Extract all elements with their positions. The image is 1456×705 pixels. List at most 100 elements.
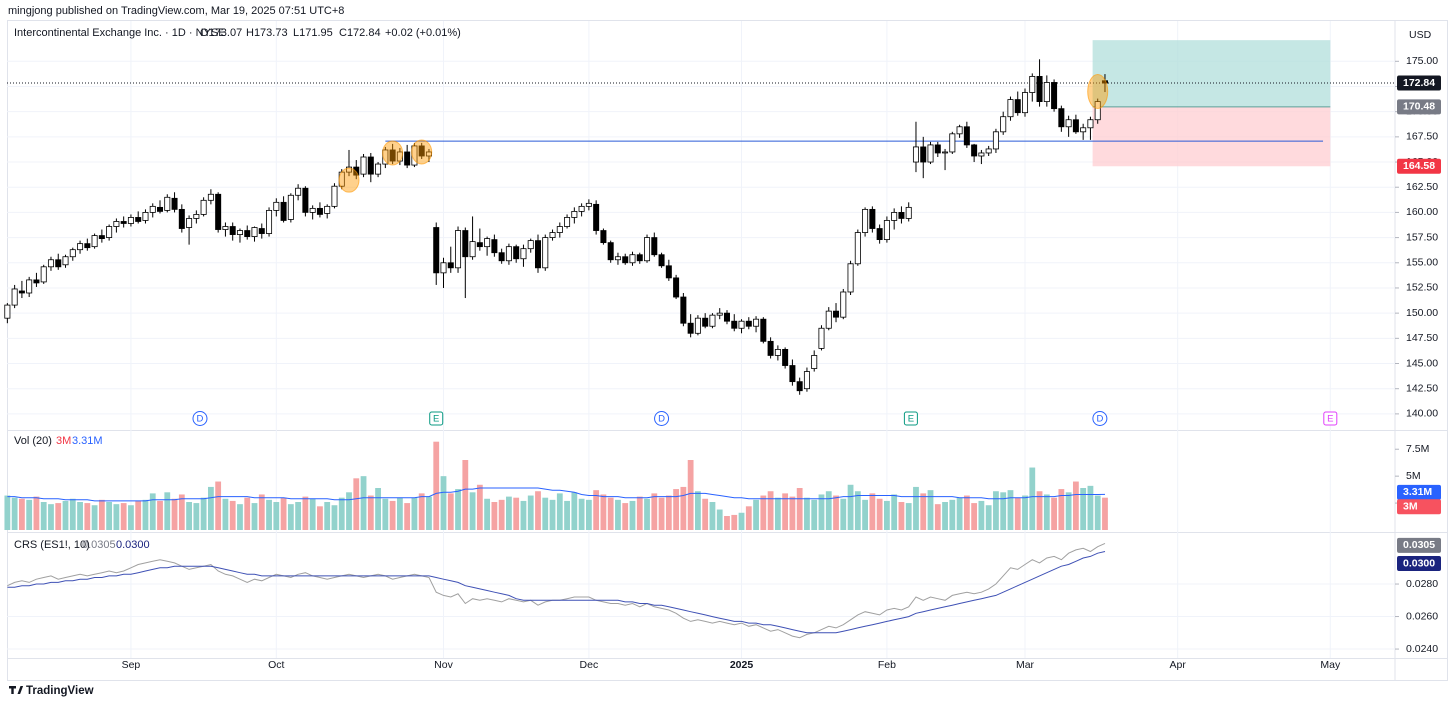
last-price-tag: 172.84 xyxy=(1403,77,1435,89)
event-label: E xyxy=(1327,414,1333,425)
candle-body xyxy=(796,381,803,392)
y-tick-label: 0.0280 xyxy=(1406,578,1438,590)
y-tick-label: 157.50 xyxy=(1406,231,1438,243)
profit-zone xyxy=(1092,40,1331,107)
volume-bar xyxy=(978,500,985,530)
volume-bar xyxy=(222,498,229,530)
highlight xyxy=(411,139,433,165)
volume-bar xyxy=(1080,488,1087,530)
candle-body xyxy=(1087,119,1094,129)
candle-body xyxy=(178,208,185,229)
candle-body xyxy=(1029,76,1036,93)
volume-bar xyxy=(767,491,774,530)
volume-bar xyxy=(280,497,287,530)
candle-body xyxy=(55,259,62,268)
candle-body xyxy=(891,212,898,221)
volume-bar xyxy=(542,497,549,530)
candle-body xyxy=(1058,108,1065,128)
volume-bar xyxy=(774,497,781,530)
candle-body xyxy=(600,230,607,244)
candle-body xyxy=(62,256,69,266)
candle-body xyxy=(33,279,40,284)
volume-bar xyxy=(862,499,868,530)
stop-tag: 164.58 xyxy=(1403,160,1435,172)
volume-bar xyxy=(382,498,389,530)
volume-bar xyxy=(905,503,912,530)
volume-bar xyxy=(854,491,861,530)
volume-bar xyxy=(571,492,578,530)
candle-body xyxy=(585,202,592,207)
candle-body xyxy=(527,240,534,250)
volume-bar xyxy=(665,495,672,530)
candle-body xyxy=(905,206,912,219)
candle-body xyxy=(404,151,411,166)
candle-body xyxy=(440,262,447,274)
volume-bar xyxy=(4,495,11,530)
volume-bar xyxy=(869,493,876,530)
event-badge xyxy=(654,411,670,426)
volume-bar xyxy=(389,500,396,530)
volume-bar xyxy=(1036,491,1043,530)
last-price-tag-bg xyxy=(1397,75,1441,91)
y-tick-label: 167.50 xyxy=(1406,131,1438,143)
y-tick-label: 147.50 xyxy=(1406,332,1438,344)
candle-body xyxy=(149,205,156,213)
volume-bar xyxy=(186,502,192,530)
x-tick-label: May xyxy=(1320,659,1341,671)
candle-body xyxy=(484,238,491,248)
candle-body xyxy=(455,230,462,269)
volume-bar xyxy=(469,492,476,530)
volume-bar xyxy=(804,497,810,530)
candle-body xyxy=(346,166,353,173)
volume-bar xyxy=(55,503,62,530)
candle-body xyxy=(69,249,76,258)
volume-bar xyxy=(585,499,592,530)
volume-bar xyxy=(178,494,185,530)
candle-body xyxy=(40,266,47,283)
volume-bar xyxy=(404,503,411,530)
volume-bar xyxy=(91,505,98,530)
x-tick-label: Sep xyxy=(122,659,141,671)
volume-bar xyxy=(69,498,76,530)
candle-body xyxy=(745,320,752,327)
y-tick-label: 160.00 xyxy=(1406,206,1438,218)
x-tick-label: Oct xyxy=(268,659,284,671)
candle-body xyxy=(782,349,789,366)
candle-body xyxy=(723,312,730,322)
volume-bar xyxy=(993,491,999,530)
volume-bar xyxy=(171,498,178,530)
y-tick-label: 150.00 xyxy=(1406,307,1438,319)
candle-body xyxy=(106,226,113,238)
x-tick-label: Feb xyxy=(878,659,896,671)
volume-bar xyxy=(949,499,956,530)
volume-bar xyxy=(615,499,621,530)
volume-bar xyxy=(462,460,469,530)
volume-bar xyxy=(498,499,505,530)
candle-body xyxy=(316,207,323,215)
y-tick-label: 152.50 xyxy=(1406,282,1438,294)
y-tick-label: 7.5M xyxy=(1406,443,1429,455)
volume-bar xyxy=(506,496,512,530)
ohlc-value: O173.07 xyxy=(200,27,242,39)
candle-body xyxy=(193,214,200,219)
chart-frame xyxy=(7,20,1448,681)
candle-body xyxy=(11,288,18,306)
candle-body xyxy=(1022,92,1029,114)
volume-bar xyxy=(113,504,120,530)
volume-bar xyxy=(796,488,803,530)
volume-bar xyxy=(287,504,294,530)
candle-body xyxy=(934,144,941,154)
volume-bar xyxy=(1022,495,1028,530)
y-tick-label: 175.00 xyxy=(1406,55,1438,67)
ohlc-value: C172.84 xyxy=(339,27,381,39)
candle-body xyxy=(956,126,963,135)
candle-body xyxy=(898,212,905,219)
candle-body xyxy=(498,252,505,262)
candle-body xyxy=(258,228,265,234)
candle-body xyxy=(1007,99,1014,118)
candle-body xyxy=(1036,76,1043,102)
candle-body xyxy=(331,185,338,207)
ohlc-value: H173.73 xyxy=(246,27,288,39)
candle-body xyxy=(4,304,11,319)
candle-body xyxy=(622,256,629,264)
